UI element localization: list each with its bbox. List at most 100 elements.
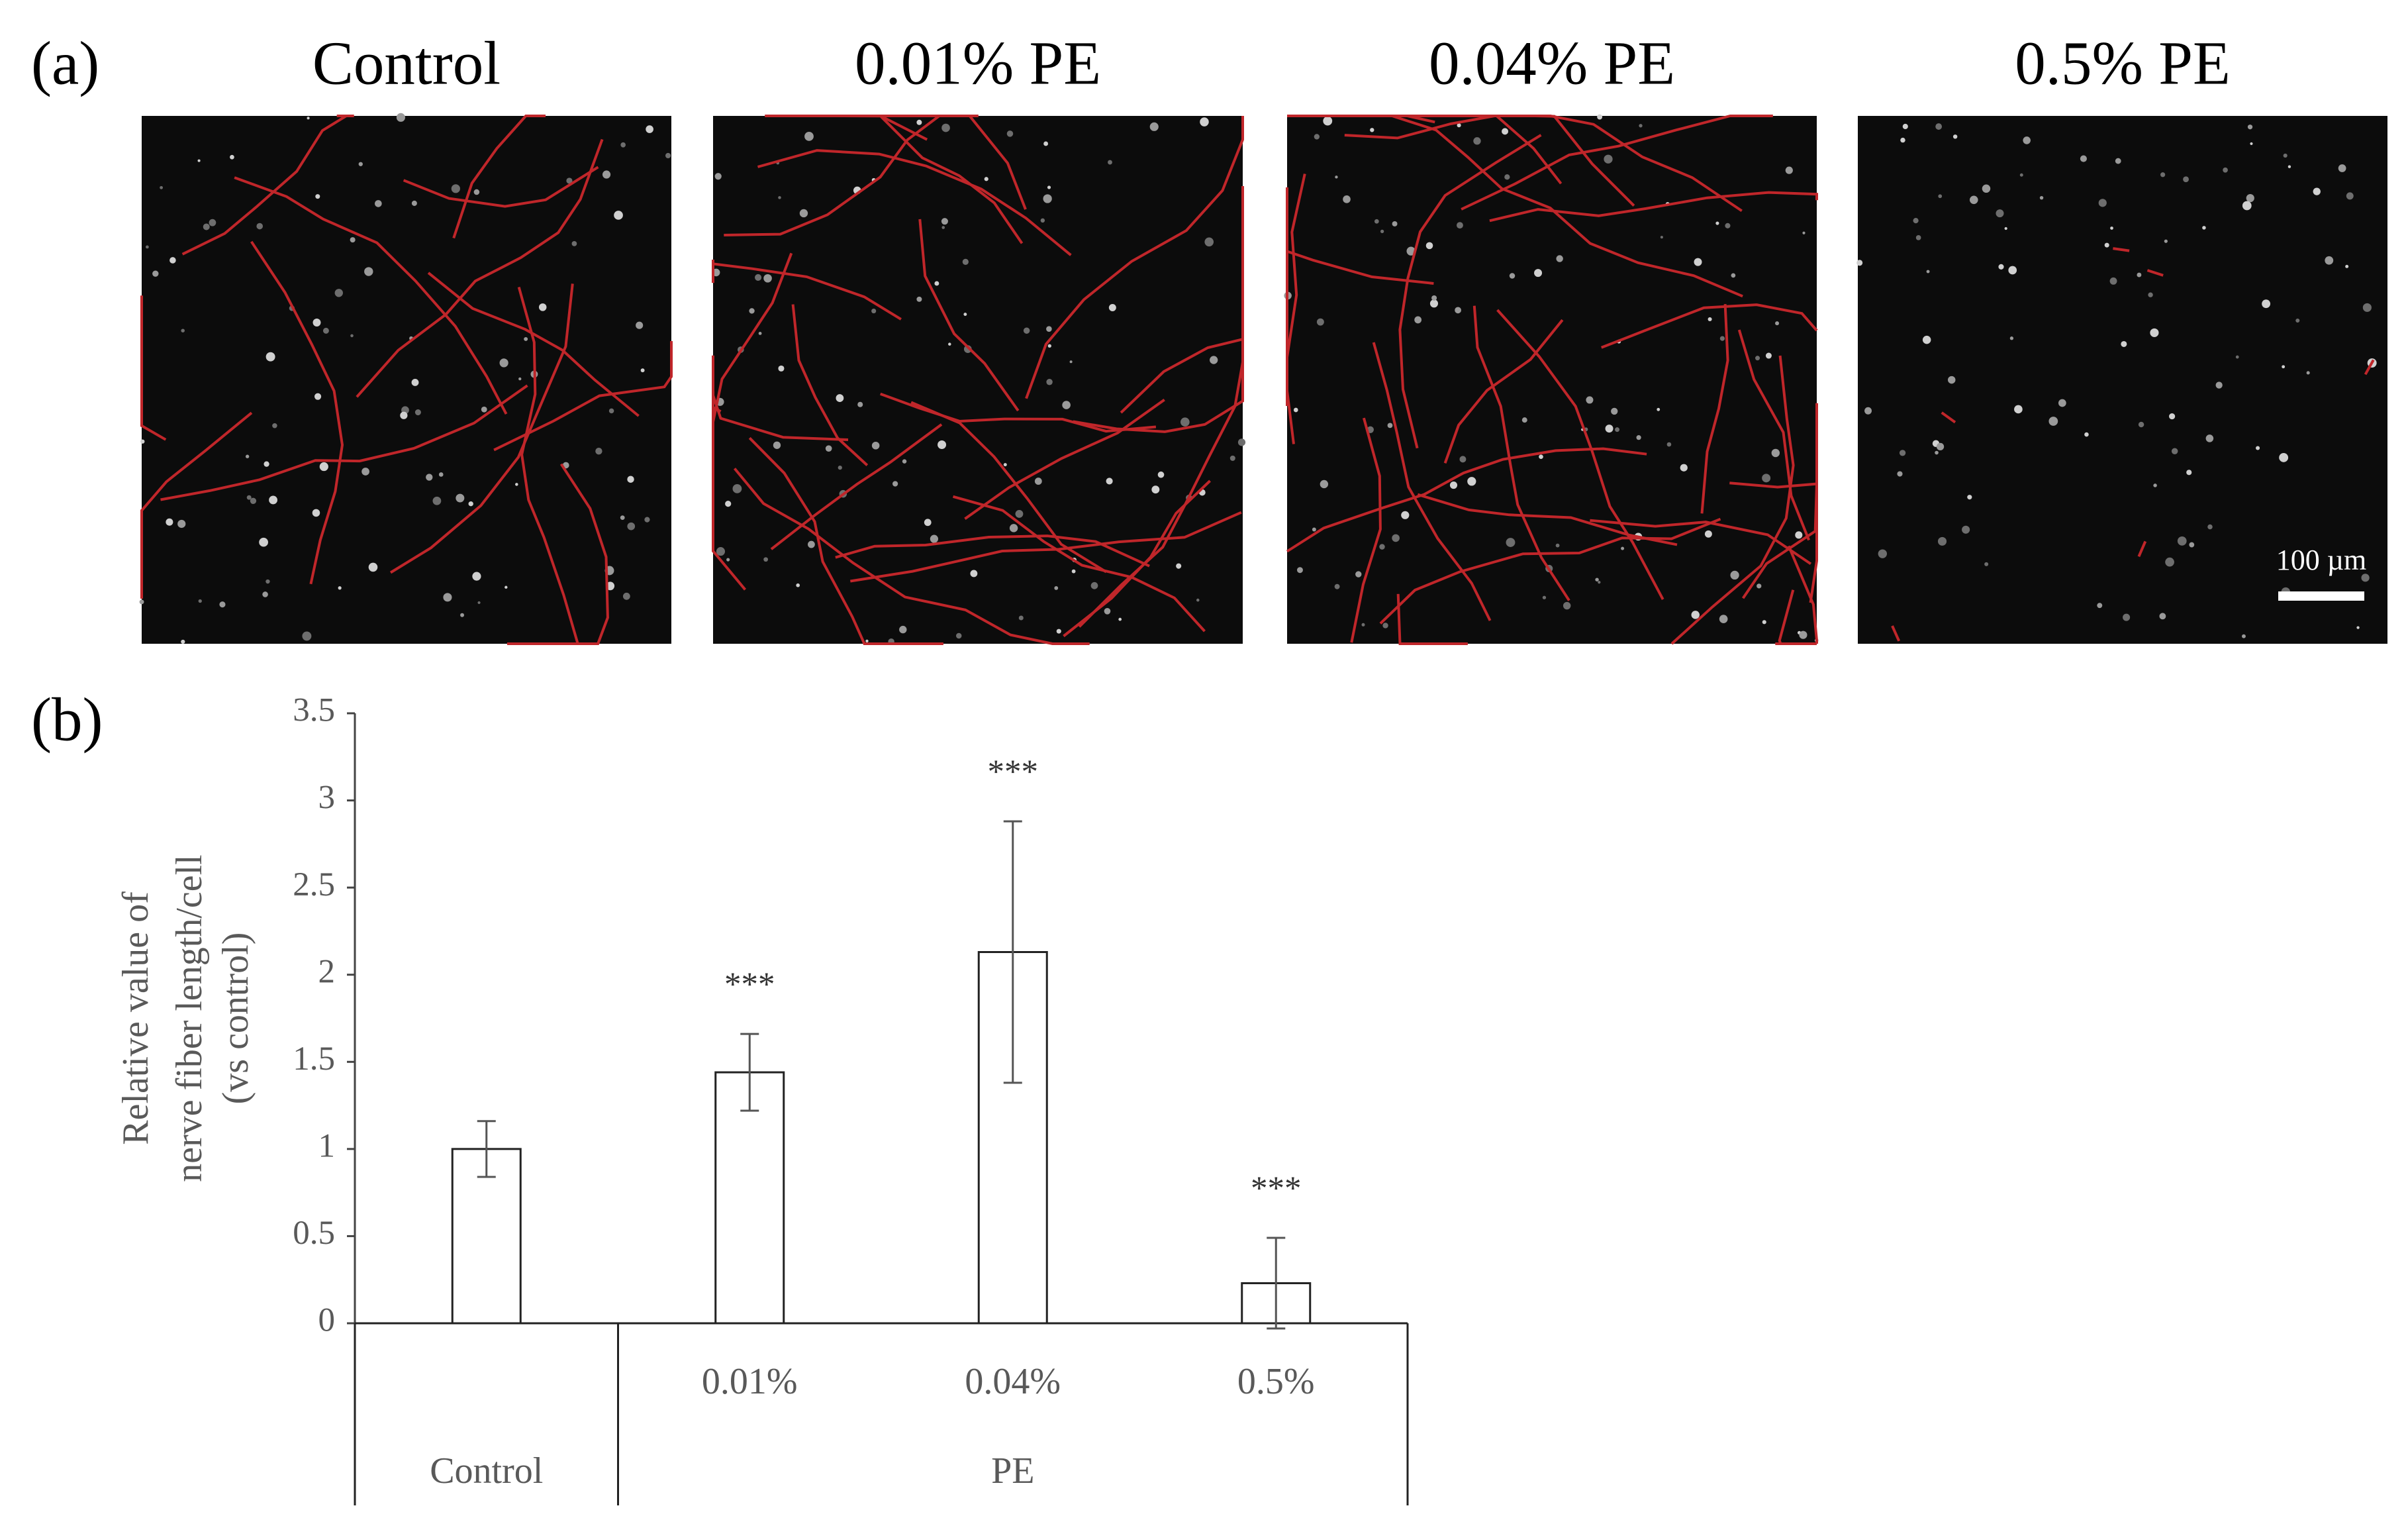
neurite-trace: [140, 411, 253, 599]
cell-dot: [1704, 530, 1712, 538]
cell-dot: [1922, 335, 1931, 344]
cell-dot: [1621, 546, 1625, 550]
cell-dot: [1555, 543, 1560, 548]
cell-dot: [608, 408, 614, 414]
cell-dot: [2080, 155, 2087, 162]
cell-dot: [2186, 470, 2192, 476]
cell-dot: [2039, 195, 2044, 200]
cell-dot: [2247, 125, 2253, 130]
neurite-trace: [1670, 355, 1795, 645]
cell-dot: [1200, 117, 1209, 126]
cell-dot: [2313, 187, 2321, 195]
cell-dot: [714, 173, 722, 180]
cell-dot: [219, 601, 226, 608]
neurite-trace: [835, 534, 1150, 568]
cell-dot: [1595, 578, 1599, 581]
cell-dot: [938, 440, 947, 449]
cell-dot: [2256, 446, 2260, 450]
cell-dot: [265, 579, 270, 584]
cell-dot: [1605, 425, 1613, 433]
cell-dot: [2084, 432, 2089, 437]
cell-dot: [2338, 164, 2346, 172]
cell-dot: [139, 599, 144, 605]
cell-dot: [1762, 474, 1771, 483]
cell-dot: [963, 313, 967, 317]
neurite-trace: [1344, 115, 1743, 213]
cell-dot: [799, 209, 808, 218]
neurite-trace: [1398, 134, 1542, 449]
cell-dot: [1708, 317, 1712, 322]
neurite-trace: [517, 286, 580, 645]
cell-dot: [1343, 195, 1351, 203]
cell-dot: [152, 270, 159, 277]
cell-dot: [2189, 542, 2195, 548]
cell-dot: [2104, 242, 2109, 248]
cell-dot: [1401, 511, 1410, 519]
cell-dot: [1015, 509, 1024, 518]
cell-dot: [1043, 194, 1052, 203]
cell-dot: [1982, 184, 1991, 193]
cell-dot: [984, 177, 988, 181]
neurite-trace: [389, 283, 574, 574]
cell-dot: [2362, 303, 2372, 312]
cell-dot: [2325, 256, 2334, 265]
cell-dot: [2097, 603, 2103, 609]
neurite-trace: [1489, 191, 1818, 223]
neurite-trace: [1286, 189, 1295, 444]
cell-dot: [1509, 273, 1516, 279]
neurite-trace: [1590, 519, 1812, 566]
y-axis-label: (vs control): [215, 933, 256, 1105]
cell-dot: [451, 184, 460, 193]
cell-dot: [778, 196, 781, 199]
neurite-trace: [2113, 247, 2130, 252]
cell-dot: [1539, 454, 1543, 460]
cell-dot: [1795, 531, 1803, 539]
cell-dot: [1506, 538, 1516, 547]
cell-dot: [892, 481, 898, 487]
cell-dot: [1237, 438, 1246, 446]
neurite-trace: [1350, 417, 1382, 643]
image-title: 0.5% PE: [2015, 29, 2231, 97]
cell-dot: [411, 200, 417, 206]
significance-marker: ***: [1251, 1170, 1302, 1207]
micrograph: [1287, 116, 1817, 644]
cell-dot: [2235, 355, 2239, 359]
cell-dot: [1473, 137, 1481, 145]
neurite-trace: [2137, 540, 2147, 558]
y-tick-label: 1: [318, 1128, 336, 1165]
cell-dot: [518, 377, 522, 381]
cell-dot: [472, 572, 481, 581]
cell-dot: [796, 583, 800, 587]
cell-dot: [177, 519, 186, 529]
cell-dot: [1719, 615, 1728, 623]
cell-dot: [2110, 227, 2113, 230]
cell-dot: [2282, 365, 2286, 369]
cell-dot: [836, 394, 844, 402]
cell-dot: [1680, 464, 1688, 472]
cell-dot: [2098, 199, 2107, 207]
cell-dot: [2148, 292, 2153, 297]
cell-dot: [1586, 396, 1594, 404]
y-tick-label: 1.5: [293, 1040, 335, 1078]
neurite-trace: [1461, 115, 1773, 211]
cell-dot: [1456, 222, 1463, 229]
cell-dot: [1414, 316, 1422, 324]
cell-dot: [1864, 407, 1872, 415]
cell-dot: [2346, 192, 2354, 200]
cell-dot: [1054, 585, 1059, 590]
cell-dot: [1296, 567, 1303, 574]
cell-dot: [1151, 485, 1160, 494]
cell-dot: [2223, 167, 2228, 173]
cell-dot: [181, 639, 185, 644]
cell-dot: [1196, 598, 1200, 602]
cell-dot: [375, 200, 382, 207]
cell-dot: [716, 547, 726, 556]
cell-dot: [1431, 295, 1437, 301]
cell-dot: [1615, 427, 1620, 432]
cell-dot: [627, 476, 634, 483]
cell-dot: [1666, 442, 1672, 447]
cell-dot: [941, 226, 945, 229]
panel-label: (b): [31, 685, 103, 754]
cell-dot: [272, 423, 277, 429]
cell-dot: [934, 281, 939, 286]
